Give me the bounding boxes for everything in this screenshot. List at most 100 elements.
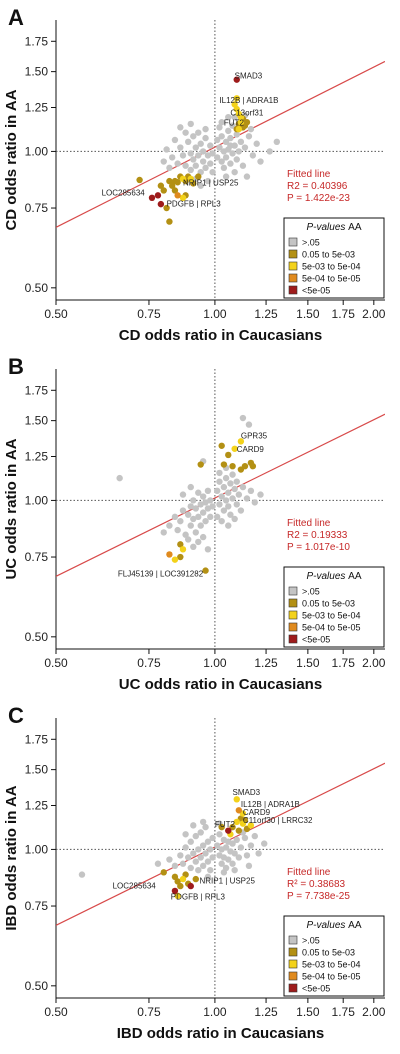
data-point-p2 (237, 113, 245, 121)
data-point-ns (209, 854, 216, 861)
data-point-ns (192, 144, 199, 151)
legend-label: >.05 (302, 936, 320, 946)
data-point-ns (233, 501, 240, 508)
x-tick-label: 1.75 (332, 307, 356, 321)
data-point-ns (245, 133, 253, 140)
legend-title-italic: P-values (306, 571, 348, 582)
data-point-ns (229, 122, 236, 129)
data-point-ns (182, 831, 189, 838)
data-point-ns (235, 148, 243, 155)
data-point-ns (245, 862, 253, 870)
data-point-ns (179, 507, 187, 514)
data-point-ns (229, 471, 236, 478)
data-point-ns (225, 127, 232, 135)
data-point-ns (154, 860, 162, 867)
data-point-ns (218, 493, 225, 500)
data-point-p1 (166, 218, 173, 225)
legend-swatch-ns (288, 586, 298, 596)
data-point-p4 (157, 200, 165, 208)
data-point-p1 (235, 827, 243, 834)
data-point-ns (195, 129, 202, 136)
data-point-ns (199, 148, 207, 155)
data-point-ns (177, 852, 184, 859)
data-point-ns (231, 866, 238, 874)
y-tick-label: 1.00 (25, 493, 49, 507)
x-tick-label: 1.25 (254, 307, 278, 321)
fit-text-line: Fitted line (287, 518, 331, 529)
x-tick-label: 1.25 (254, 1005, 278, 1019)
data-point-p1 (192, 875, 199, 883)
data-point-p1 (168, 182, 176, 189)
data-point-ns (202, 850, 209, 857)
data-point-p2 (187, 175, 194, 183)
data-point-ns (225, 856, 232, 863)
y-tick-label: 1.25 (25, 101, 49, 115)
data-point-ns (184, 138, 192, 146)
data-point-ns (229, 150, 236, 157)
data-point-ns (209, 834, 216, 842)
data-point-ns (163, 146, 170, 153)
data-point-p1 (249, 462, 257, 470)
data-point-ns (195, 152, 202, 159)
data-point-ns (243, 852, 251, 859)
data-point-ns (179, 860, 187, 867)
y-tick-label: 1.25 (25, 450, 49, 464)
data-point-p1 (166, 177, 173, 185)
gene-label: IL12B | ADRA1B (241, 800, 300, 809)
data-point-p2 (171, 556, 179, 563)
data-point-ns (213, 136, 221, 144)
fitted-line (56, 60, 385, 228)
data-point-p1 (202, 567, 209, 574)
x-tick-label: 2.00 (362, 1005, 386, 1019)
data-point-ns (197, 522, 204, 529)
legend-swatch-p4 (288, 634, 298, 644)
y-tick-label: 1.75 (25, 383, 49, 397)
fitted-line (56, 762, 385, 926)
data-point-ns (213, 842, 221, 849)
data-point-p1 (174, 179, 181, 186)
gene-label: SMAD3 (233, 788, 261, 797)
data-point-ns (195, 846, 202, 853)
panel-letter: B (8, 354, 24, 379)
legend-label: 0.05 to 5e-03 (302, 250, 355, 260)
data-point-ns (199, 842, 207, 849)
data-point-ns (166, 522, 173, 529)
data-point-ns (207, 513, 214, 521)
data-point-p1 (160, 869, 167, 876)
data-point-ns (241, 144, 249, 151)
data-point-p2 (179, 194, 187, 202)
data-point-ns (190, 497, 197, 504)
data-point-ns (190, 822, 197, 829)
legend-title: P-values AA (306, 222, 361, 233)
data-point-ns (229, 495, 236, 502)
data-point-ns (261, 840, 268, 847)
data-point-ns (168, 154, 176, 161)
data-point-p1 (218, 823, 225, 831)
y-tick-label: 1.00 (25, 144, 49, 158)
data-point-p1 (229, 462, 236, 470)
x-tick-label: 1.00 (203, 307, 227, 321)
data-point-p2 (179, 875, 187, 883)
legend-swatch-p2 (288, 610, 298, 620)
data-point-p1 (177, 541, 184, 548)
data-point-ns (195, 489, 202, 496)
data-point-ns (182, 844, 189, 851)
data-point-ns (255, 850, 262, 857)
x-tick-label: 2.00 (362, 307, 386, 321)
y-axis-title: CD odds ratio in AA (3, 89, 20, 230)
data-point-ns (222, 497, 230, 504)
legend-swatch-p4 (288, 983, 298, 993)
data-point-ns (216, 469, 223, 477)
legend-swatch-p3 (288, 971, 298, 981)
legend-swatch-p3 (288, 273, 298, 283)
data-point-ns (225, 489, 232, 496)
data-point-ns (241, 834, 249, 842)
data-point-ns (204, 487, 212, 495)
gene-label: FUT2 (215, 820, 236, 829)
data-point-ns (216, 831, 223, 838)
data-point-ns (222, 474, 230, 482)
data-point-ns (231, 850, 238, 857)
fit-text-line: P = 1.017e-10 (287, 542, 350, 553)
data-point-ns (218, 158, 225, 165)
data-point-ns (213, 154, 221, 161)
